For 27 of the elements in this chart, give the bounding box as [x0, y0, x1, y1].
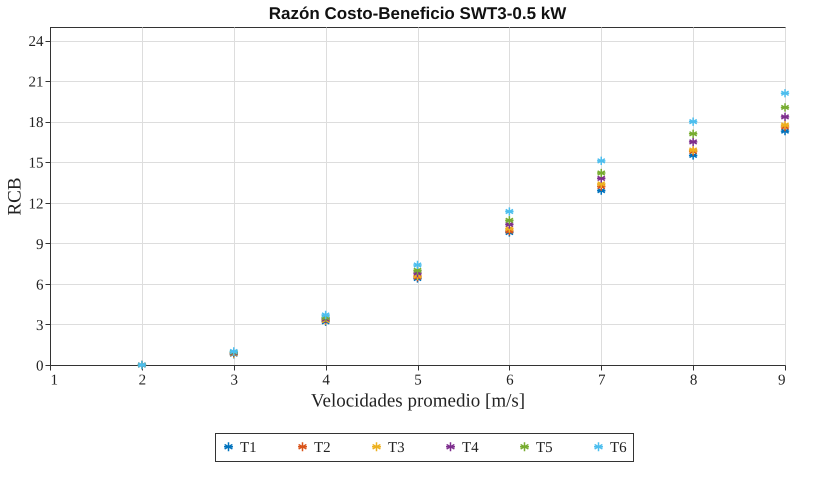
y-tick-label: 0: [36, 358, 44, 374]
legend-label: T1: [240, 440, 257, 456]
y-tick-label: 21: [28, 74, 44, 91]
y-tick-label: 12: [28, 196, 44, 212]
x-tick-label: 4: [322, 372, 330, 388]
legend-label: T5: [536, 440, 553, 456]
x-tick-label: 2: [138, 372, 146, 388]
x-tick-label: 1: [50, 372, 58, 388]
y-tick-label: 6: [36, 277, 44, 294]
y-tick-label: 15: [28, 156, 44, 172]
legend-label: T6: [610, 440, 628, 456]
x-tick-label: 3: [230, 372, 238, 388]
y-axis-title: RCB: [4, 177, 26, 216]
legend-label: T2: [314, 440, 331, 456]
y-tick-label: 18: [28, 115, 44, 132]
legend-label: T4: [462, 440, 480, 456]
x-tick-label: 5: [414, 372, 422, 388]
x-tick-label: 8: [690, 372, 698, 388]
chart-title: Razón Costo-Beneficio SWT3-0.5 kW: [268, 4, 568, 23]
legend-label: T3: [388, 440, 405, 456]
y-tick-label: 24: [28, 34, 44, 50]
x-tick-label: 9: [778, 372, 786, 388]
y-tick-label: 9: [36, 236, 44, 253]
x-tick-label: 6: [506, 372, 514, 388]
x-tick-label: 7: [598, 372, 606, 388]
x-axis-title: Velocidades promedio [m/s]: [310, 390, 526, 412]
y-tick-label: 3: [36, 318, 44, 334]
